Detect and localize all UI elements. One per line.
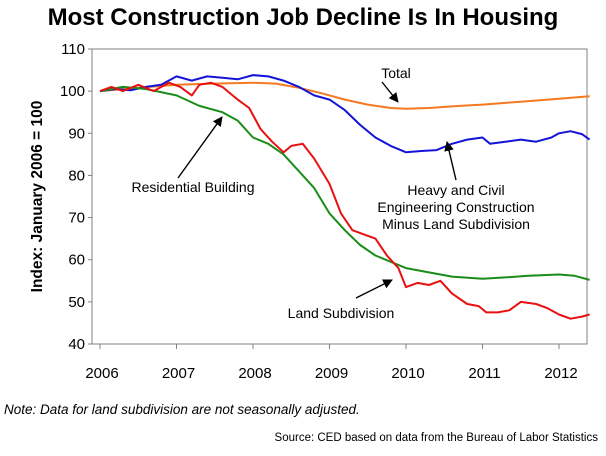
- annotation-text: Engineering Construction: [377, 199, 534, 215]
- series-line-heavy-civil: [99, 74, 591, 154]
- x-tick-label: 2009: [315, 365, 348, 382]
- series-layer: [99, 74, 591, 320]
- y-tick-label: 50: [68, 294, 85, 311]
- chart-title: Most Construction Job Decline Is In Hous…: [47, 4, 559, 31]
- annotation-arrow: [177, 116, 223, 179]
- y-axis-label: Index: January 2006 = 100: [29, 101, 46, 293]
- x-tick-label: 2007: [162, 365, 195, 382]
- annotation-arrow: [355, 279, 393, 299]
- x-tick-label: 2011: [468, 365, 500, 382]
- annotation-residential: Residential Building: [132, 116, 255, 195]
- annotation-arrow: [444, 141, 457, 181]
- annotation-text: Minus Land Subdivision: [382, 216, 530, 232]
- x-tick-label: 2012: [544, 365, 577, 382]
- annotation-text: Land Subdivision: [288, 305, 395, 321]
- annotation-text: Residential Building: [132, 179, 255, 195]
- series-line-land-subdivision: [99, 81, 590, 320]
- source-credit: Source: CED based on data from the Burea…: [274, 432, 598, 444]
- plot-frame: [91, 48, 588, 345]
- y-tick-label: 60: [68, 252, 85, 269]
- x-tick-label: 2010: [391, 365, 424, 382]
- y-tick-label: 110: [61, 41, 85, 58]
- annotation-land-subdivision: Land Subdivision: [288, 279, 395, 321]
- y-tick-label: 100: [60, 83, 85, 100]
- series-line-residential: [99, 85, 590, 281]
- footnote: Note: Data for land subdivision are not …: [4, 402, 360, 417]
- annotation-arrow: [381, 81, 399, 103]
- x-tick-label: 2008: [238, 365, 271, 382]
- annotation-text: Heavy and Civil: [407, 182, 504, 198]
- y-tick-label: 40: [68, 336, 85, 353]
- annotation-total: Total: [381, 65, 411, 103]
- y-tick-label: 80: [68, 167, 85, 184]
- y-tick-label: 70: [68, 210, 85, 227]
- annotation-text: Total: [381, 65, 411, 81]
- x-tick-label: 2006: [85, 365, 118, 382]
- y-tick-label: 90: [68, 125, 85, 142]
- axes: 40 50 60 70 80 90 100 110 2006 2007 2008 2009 2010 20…: [29, 41, 588, 382]
